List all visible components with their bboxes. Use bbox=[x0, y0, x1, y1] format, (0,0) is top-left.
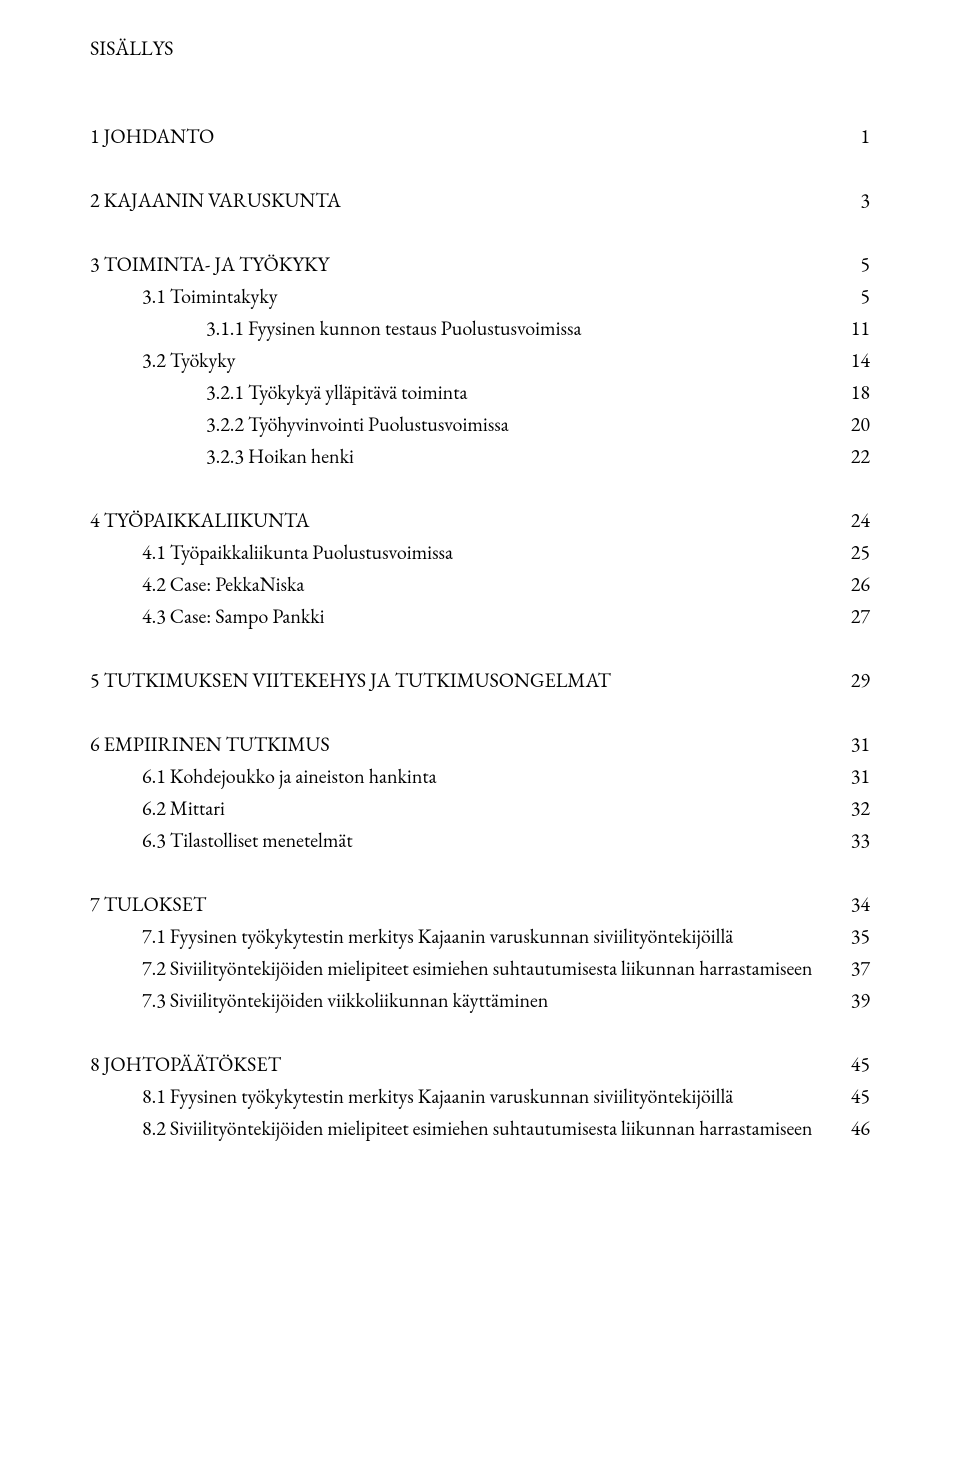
toc-entry-page: 46 bbox=[842, 1112, 870, 1144]
toc-entry-label: 3.2.3 Hoikan henki bbox=[206, 440, 842, 472]
toc-entry-label: 4.1 Työpaikkaliikunta Puolustusvoimissa bbox=[142, 536, 842, 568]
toc-entry-page: 45 bbox=[842, 1048, 870, 1080]
toc-entry-label: 8.2 Siviilityöntekijöiden mielipiteet es… bbox=[142, 1112, 842, 1144]
toc-entry: 3.2 Työkyky14 bbox=[90, 344, 870, 376]
toc-entry-label: 6.1 Kohdejoukko ja aineiston hankinta bbox=[142, 760, 842, 792]
toc-entry-page: 18 bbox=[842, 376, 870, 408]
toc-entry-page: 25 bbox=[842, 536, 870, 568]
toc-entry-label: 3 TOIMINTA- JA TYÖKYKY bbox=[90, 248, 842, 280]
toc-entry-label: 7.3 Siviilityöntekijöiden viikkoliikunna… bbox=[142, 984, 842, 1016]
toc-entry-label: 8.1 Fyysinen työkykytestin merkitys Kaja… bbox=[142, 1080, 842, 1112]
toc-entry-page: 11 bbox=[842, 312, 870, 344]
toc-entry-label: 4.3 Case: Sampo Pankki bbox=[142, 600, 842, 632]
toc-entry-label: 1 JOHDANTO bbox=[90, 120, 842, 152]
toc-entry-page: 33 bbox=[842, 824, 870, 856]
toc-entry: 6.3 Tilastolliset menetelmät33 bbox=[90, 824, 870, 856]
toc-entry-label: 4 TYÖPAIKKALIIKUNTA bbox=[90, 504, 842, 536]
toc-entry-label: 3.1 Toimintakyky bbox=[142, 280, 842, 312]
toc-entry-label: 3.2.2 Työhyvinvointi Puolustusvoimissa bbox=[206, 408, 842, 440]
toc-entry: 3.2.1 Työkykyä ylläpitävä toiminta18 bbox=[90, 376, 870, 408]
toc-entry-label: 7.1 Fyysinen työkykytestin merkitys Kaja… bbox=[142, 920, 842, 952]
toc-entry: 6 EMPIIRINEN TUTKIMUS31 bbox=[90, 728, 870, 760]
toc-entry-label: 5 TUTKIMUKSEN VIITEKEHYS JA TUTKIMUSONGE… bbox=[90, 664, 842, 696]
toc-entry-page: 29 bbox=[842, 664, 870, 696]
toc-entry: 1 JOHDANTO1 bbox=[90, 120, 870, 152]
toc-entry-page: 14 bbox=[842, 344, 870, 376]
toc-entry: 8 JOHTOPÄÄTÖKSET45 bbox=[90, 1048, 870, 1080]
toc-entry-page: 45 bbox=[842, 1080, 870, 1112]
toc-entry-page: 31 bbox=[842, 728, 870, 760]
toc-entry-label: 4.2 Case: PekkaNiska bbox=[142, 568, 842, 600]
toc-entry-label: 3.1.1 Fyysinen kunnon testaus Puolustusv… bbox=[206, 312, 842, 344]
toc-entry-page: 5 bbox=[842, 280, 870, 312]
toc-entry: 3.2.2 Työhyvinvointi Puolustusvoimissa20 bbox=[90, 408, 870, 440]
toc-entry: 2 KAJAANIN VARUSKUNTA3 bbox=[90, 184, 870, 216]
toc-entry-page: 22 bbox=[842, 440, 870, 472]
toc-entry: 4.3 Case: Sampo Pankki27 bbox=[90, 600, 870, 632]
toc-entry-page: 1 bbox=[842, 120, 870, 152]
toc-entry-page: 34 bbox=[842, 888, 870, 920]
toc-entry-label: 6.3 Tilastolliset menetelmät bbox=[142, 824, 842, 856]
toc-entry-page: 37 bbox=[842, 952, 870, 984]
toc-entry-label: 3.2 Työkyky bbox=[142, 344, 842, 376]
toc-heading: SISÄLLYS bbox=[90, 32, 870, 64]
toc-entry: 4 TYÖPAIKKALIIKUNTA24 bbox=[90, 504, 870, 536]
toc-entry-page: 24 bbox=[842, 504, 870, 536]
toc-entry: 4.2 Case: PekkaNiska26 bbox=[90, 568, 870, 600]
toc-entry-page: 3 bbox=[842, 184, 870, 216]
toc-entry-page: 5 bbox=[842, 248, 870, 280]
toc-entry-page: 27 bbox=[842, 600, 870, 632]
toc-entry-page: 32 bbox=[842, 792, 870, 824]
toc-entry: 7.1 Fyysinen työkykytestin merkitys Kaja… bbox=[90, 920, 870, 952]
toc-entry: 7.3 Siviilityöntekijöiden viikkoliikunna… bbox=[90, 984, 870, 1016]
toc-entry-page: 31 bbox=[842, 760, 870, 792]
toc-entry-page: 39 bbox=[842, 984, 870, 1016]
toc-entry-page: 26 bbox=[842, 568, 870, 600]
toc-entry: 3.1 Toimintakyky5 bbox=[90, 280, 870, 312]
toc-entry-label: 2 KAJAANIN VARUSKUNTA bbox=[90, 184, 842, 216]
toc-entry: 6.1 Kohdejoukko ja aineiston hankinta31 bbox=[90, 760, 870, 792]
toc-entry-label: 3.2.1 Työkykyä ylläpitävä toiminta bbox=[206, 376, 842, 408]
toc-entry: 8.1 Fyysinen työkykytestin merkitys Kaja… bbox=[90, 1080, 870, 1112]
toc-entry: 7 TULOKSET34 bbox=[90, 888, 870, 920]
toc-entry: 5 TUTKIMUKSEN VIITEKEHYS JA TUTKIMUSONGE… bbox=[90, 664, 870, 696]
toc-entry: 3 TOIMINTA- JA TYÖKYKY5 bbox=[90, 248, 870, 280]
toc-entry-page: 35 bbox=[842, 920, 870, 952]
toc-entry: 6.2 Mittari32 bbox=[90, 792, 870, 824]
toc-entry-label: 8 JOHTOPÄÄTÖKSET bbox=[90, 1048, 842, 1080]
toc-entry: 8.2 Siviilityöntekijöiden mielipiteet es… bbox=[90, 1112, 870, 1144]
toc-entry-label: 6 EMPIIRINEN TUTKIMUS bbox=[90, 728, 842, 760]
toc-list: 1 JOHDANTO12 KAJAANIN VARUSKUNTA33 TOIMI… bbox=[90, 120, 870, 1144]
toc-entry: 3.1.1 Fyysinen kunnon testaus Puolustusv… bbox=[90, 312, 870, 344]
toc-entry-label: 6.2 Mittari bbox=[142, 792, 842, 824]
toc-entry: 4.1 Työpaikkaliikunta Puolustusvoimissa2… bbox=[90, 536, 870, 568]
toc-entry-label: 7 TULOKSET bbox=[90, 888, 842, 920]
toc-entry-page: 20 bbox=[842, 408, 870, 440]
toc-entry: 3.2.3 Hoikan henki22 bbox=[90, 440, 870, 472]
toc-entry: 7.2 Siviilityöntekijöiden mielipiteet es… bbox=[90, 952, 870, 984]
toc-entry-label: 7.2 Siviilityöntekijöiden mielipiteet es… bbox=[142, 952, 842, 984]
